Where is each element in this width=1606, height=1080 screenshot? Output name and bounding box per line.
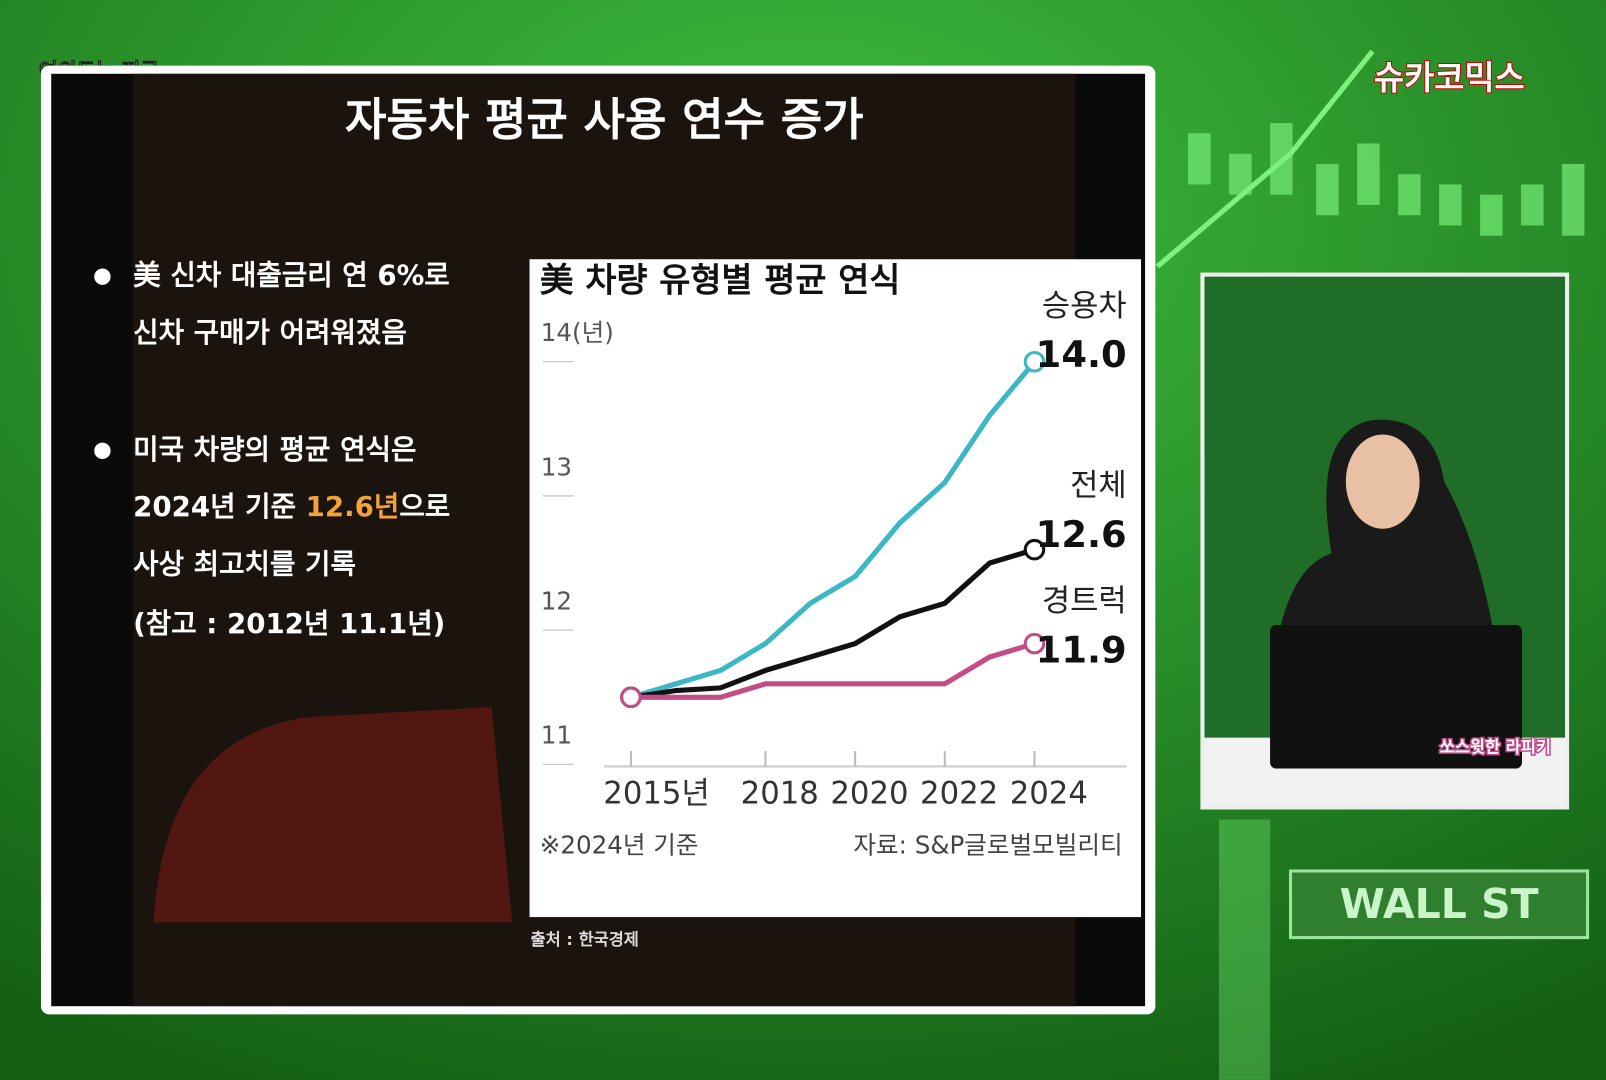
y-tick-label: 13 <box>541 452 572 481</box>
bullet-text: 사상 최고치를 기록 <box>133 548 356 581</box>
street-sign <box>1288 869 1590 940</box>
street-sign-text: WALL ST <box>1340 880 1539 928</box>
laptop <box>1270 625 1523 769</box>
y-tick-label: 12 <box>541 587 572 616</box>
x-tick-label: 2024 <box>1010 776 1088 812</box>
series-name: 전체 <box>1070 468 1127 504</box>
value-label: 11.9 <box>1036 628 1127 671</box>
decor-candles <box>1188 122 1585 1080</box>
series-name: 경트럭 <box>1042 583 1127 619</box>
slide-source: 출처 : 한국경제 <box>531 930 639 949</box>
x-tick-label: 2015년 <box>603 776 709 812</box>
end-point <box>1023 538 1046 561</box>
text-part: 으로 <box>399 490 450 523</box>
end-point <box>1023 350 1046 373</box>
decor-line <box>1155 49 1375 269</box>
bullet-text: (참고 : 2012년 11.1년) <box>133 607 445 640</box>
presenter-face <box>1345 434 1420 529</box>
line-series <box>630 641 1036 700</box>
highlight: 12.6년 <box>306 490 400 523</box>
y-tick-label: 11 <box>541 721 572 750</box>
value-label: 12.6 <box>1036 513 1127 556</box>
value-label: 14.0 <box>1036 333 1127 376</box>
bullet-text: 美 신차 대출금리 연 6%로 <box>133 259 450 292</box>
line-series <box>630 547 1036 700</box>
y-tick-label: 14(년) <box>541 318 614 347</box>
slide-title: 자동차 평균 사용 연수 증가 <box>345 93 864 146</box>
line-series <box>630 360 1037 700</box>
x-tick-label: 2022 <box>920 776 998 812</box>
series-name: 승용차 <box>1042 288 1127 324</box>
x-tick-label: 2020 <box>830 776 908 812</box>
sticker: 쏘스윗한 라피키 <box>1440 738 1551 757</box>
end-point <box>1023 632 1046 655</box>
bg-car <box>153 707 513 923</box>
bullet <box>94 268 111 285</box>
x-tick-label: 2018 <box>741 776 819 812</box>
logo: 슈카코믹스 <box>1374 59 1525 97</box>
chart-source: 자료: S&P글로벌모빌리티 <box>853 830 1122 859</box>
chart-footnote: ※2024년 기준 <box>540 830 699 859</box>
bullet-text: 2024년 기준 12.6년으로 <box>133 490 450 523</box>
bullet-text: 미국 차량의 평균 연식은 <box>133 433 416 466</box>
end-point <box>620 686 642 709</box>
chart: 美 차량 유형별 평균 연식 ※2024년 기준 자료: S&P글로벌모빌리티 … <box>529 259 1141 918</box>
bullet-text: 신차 구매가 어려워졌음 <box>133 316 407 349</box>
bullet <box>94 442 111 460</box>
chart-title: 美 차량 유형별 평균 연식 <box>540 260 901 299</box>
text-part: 2024년 기준 <box>133 490 306 523</box>
